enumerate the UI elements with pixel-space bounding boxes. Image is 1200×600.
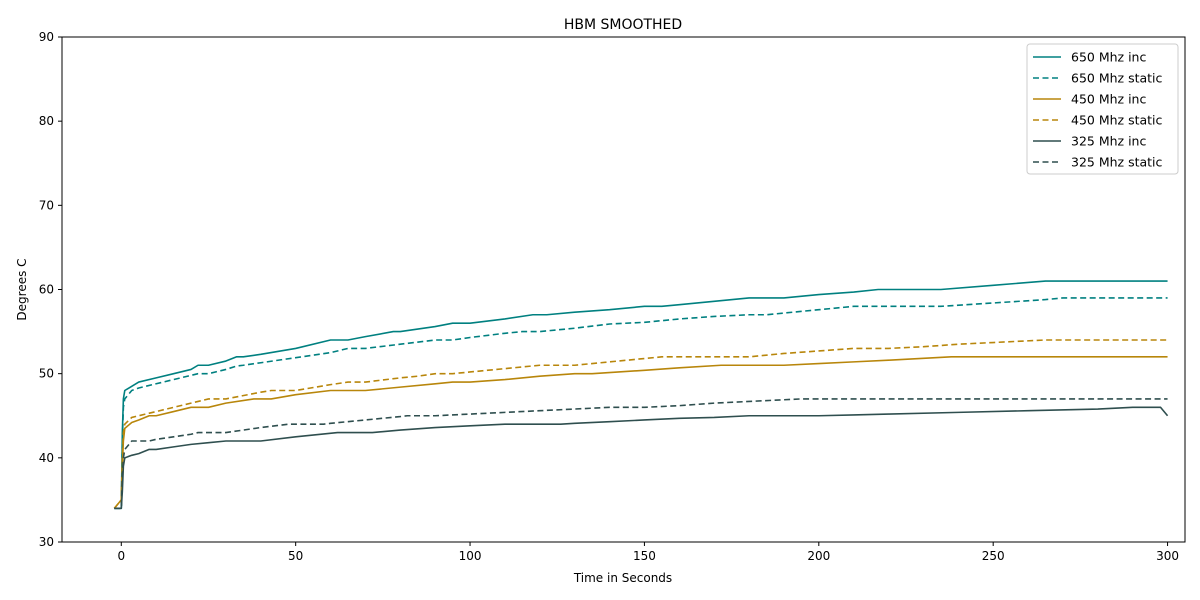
legend: 650 Mhz inc 650 Mhz static 450 Mhz inc 450 … [1026, 43, 1179, 175]
legend-box [1026, 43, 1179, 175]
x-tick-label: 50 [288, 549, 303, 563]
x-tick-label: 150 [633, 549, 656, 563]
legend-label: 450 Mhz static [1071, 113, 1163, 128]
x-tick-label: 200 [807, 549, 830, 563]
legend-label: 650 Mhz inc [1071, 50, 1146, 65]
y-tick-label: 60 [39, 283, 54, 297]
series-line-450-mhz-static [113, 339, 1168, 509]
x-tick-label: 0 [117, 549, 125, 563]
plot-frame [61, 36, 1186, 543]
legend-label: 450 Mhz inc [1071, 92, 1146, 107]
y-tick-label: 50 [39, 367, 54, 381]
series-line-325-mhz-static [114, 398, 1168, 510]
x-axis: 0 50 100 150 200 250 300 [117, 542, 1179, 563]
series-line-650-mhz-inc [114, 280, 1168, 510]
y-axis: 30 40 50 60 70 80 90 [39, 30, 62, 549]
y-tick-label: 40 [39, 451, 54, 465]
legend-label: 325 Mhz static [1071, 155, 1163, 170]
y-axis-label: Degrees C [15, 258, 29, 320]
chart-title: HBM SMOOTHED [564, 17, 682, 33]
legend-label: 650 Mhz static [1071, 71, 1163, 86]
series-line-450-mhz-inc [113, 356, 1168, 509]
y-tick-label: 70 [39, 198, 54, 212]
y-tick-label: 80 [39, 114, 54, 128]
x-tick-label: 250 [982, 549, 1005, 563]
series-line-650-mhz-static [114, 297, 1168, 510]
x-tick-label: 100 [459, 549, 482, 563]
plot-area [113, 280, 1169, 510]
legend-label: 325 Mhz inc [1071, 134, 1146, 149]
y-tick-label: 90 [39, 30, 54, 44]
series-line-325-mhz-inc [114, 406, 1169, 510]
x-tick-label: 300 [1156, 549, 1179, 563]
y-tick-label: 30 [39, 535, 54, 549]
x-axis-label: Time in Seconds [573, 571, 672, 585]
